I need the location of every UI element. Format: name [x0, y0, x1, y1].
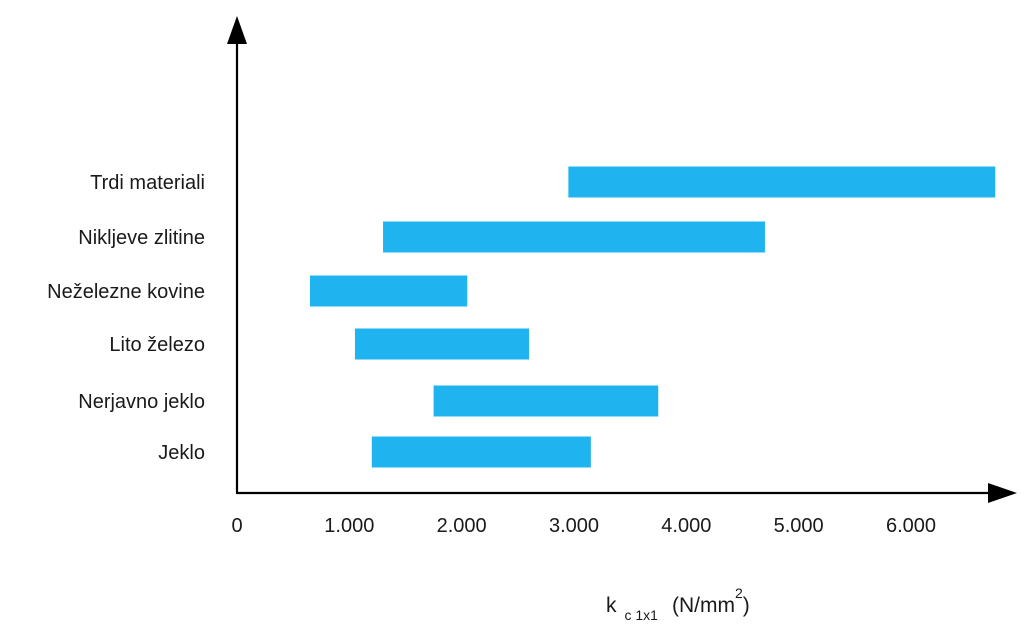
category-label-jeklo: Jeklo [158, 442, 205, 464]
x-tick-label: 2.000 [437, 515, 487, 537]
bar-nikljeve-zlitine [383, 221, 765, 253]
x-axis-label: k c 1x1 (N/mm2) [606, 585, 750, 623]
category-label-nerjavno-jeklo: Nerjavno jeklo [78, 391, 205, 413]
category-label-trdi-materiali: Trdi materiali [90, 172, 205, 194]
category-labels: Trdi materiali Nikljeve zlitine Neželezne … [47, 172, 205, 464]
x-tick-label: 3.000 [549, 515, 599, 537]
x-axis-label-unit-sup: 2 [735, 585, 743, 601]
bar-jeklo [371, 436, 591, 468]
x-tick-label: 4.000 [661, 515, 711, 537]
x-tick-label: 5.000 [774, 515, 824, 537]
x-tick-label: 0 [231, 515, 242, 537]
bars-group [310, 166, 996, 468]
x-tick-labels: 0 1.000 2.000 3.000 4.000 5.000 6.000 [231, 515, 936, 537]
x-axis-label-main: k [606, 594, 617, 617]
bar-nerjavno-jeklo [433, 385, 659, 417]
bar-nezelezne-kovine [310, 275, 468, 307]
x-axis-label-unit-close: ) [743, 594, 750, 617]
bar-lito-zelezo [354, 328, 530, 360]
bar-trdi-materiali [568, 166, 996, 198]
y-axis-arrow [227, 16, 247, 44]
x-axis-label-subscript: c 1x1 [625, 607, 659, 623]
x-axis-arrow [988, 483, 1017, 503]
x-axis-label-unit: (N/mm [672, 594, 735, 617]
x-tick-label: 1.000 [324, 515, 374, 537]
category-label-nezelezne-kovine: Neželezne kovine [47, 281, 205, 303]
category-label-nikljeve-zlitine: Nikljeve zlitine [78, 227, 205, 249]
x-tick-label: 6.000 [886, 515, 936, 537]
category-label-lito-zelezo: Lito železo [109, 334, 205, 356]
